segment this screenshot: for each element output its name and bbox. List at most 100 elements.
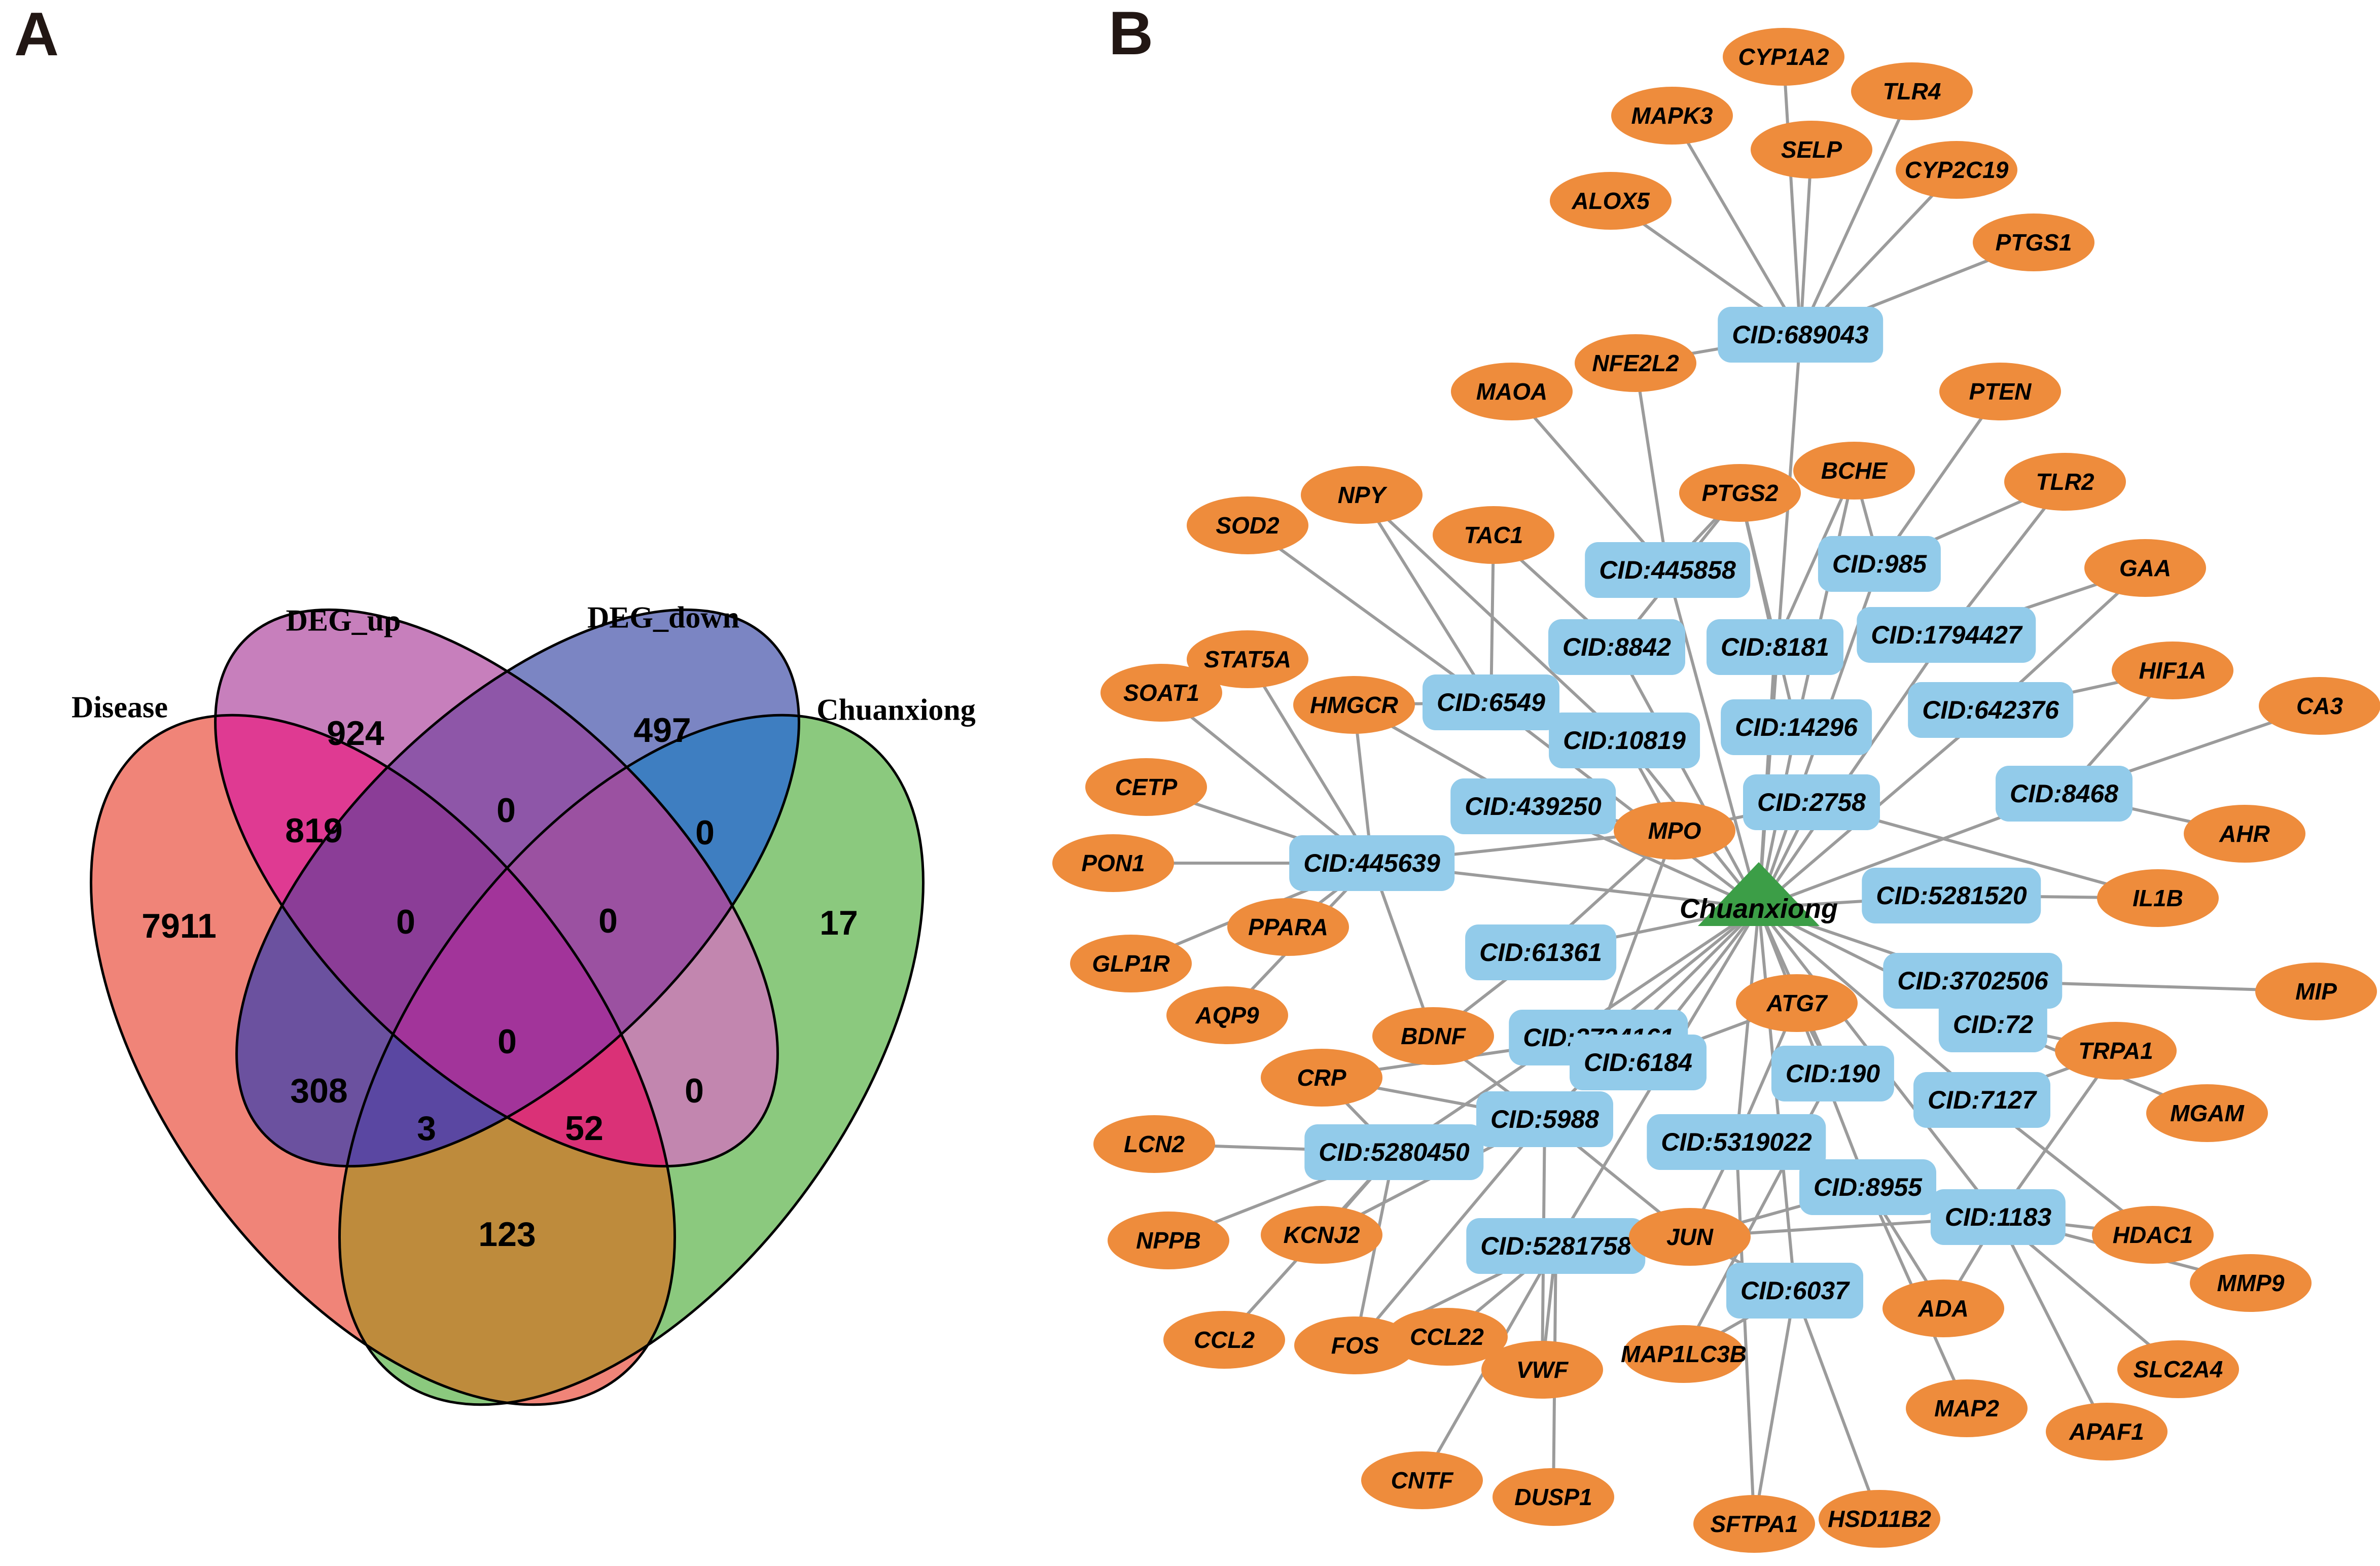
compound-node-CID:6037: CID:6037 <box>1726 1263 1863 1319</box>
gene-label: CCL2 <box>1193 1327 1255 1353</box>
compound-label: CID:5281520 <box>1876 881 2027 910</box>
gene-label: FOS <box>1331 1332 1379 1359</box>
gene-node-PTGS2: PTGS2 <box>1679 464 1801 522</box>
compound-label: CID:7127 <box>1928 1086 2036 1114</box>
compound-node-CID:6549: CID:6549 <box>1423 674 1559 730</box>
gene-label: GAA <box>2119 555 2172 581</box>
venn-annotations: Disease DEG_up DEG_down Chuanxiong 7911 924 49… <box>0 0 1040 1566</box>
edge-CID:689043-CYP1A2 <box>1782 56 1802 335</box>
gene-label: HMGCR <box>1310 692 1398 718</box>
gene-node-BDNF: BDNF <box>1372 1007 1494 1065</box>
gene-label: PTEN <box>1969 378 2032 405</box>
gene-label: DUSP1 <box>1514 1484 1592 1510</box>
gene-node-TLR4: TLR4 <box>1851 62 1973 120</box>
gene-label: PON1 <box>1081 850 1145 876</box>
gene-node-TAC1: TAC1 <box>1433 506 1554 564</box>
compound-label: CID:985 <box>1832 550 1927 578</box>
gene-label: PPARA <box>1248 914 1328 940</box>
gene-label: CCL22 <box>1410 1324 1484 1350</box>
gene-label: AHR <box>2219 821 2270 847</box>
compound-label: CID:10819 <box>1563 726 1686 755</box>
compound-node-CID:8181: CID:8181 <box>1707 619 1843 675</box>
panel-a-label: A <box>14 0 59 68</box>
gene-label: SOD2 <box>1216 512 1280 539</box>
compound-label: CID:689043 <box>1732 321 1869 349</box>
gene-label: LCN2 <box>1123 1131 1185 1157</box>
compound-node-CID:190: CID:190 <box>1771 1046 1895 1101</box>
compound-node-CID:14296: CID:14296 <box>1721 699 1872 755</box>
compound-node-CID:72: CID:72 <box>1938 996 2048 1052</box>
gene-node-HMGCR: HMGCR <box>1293 676 1415 734</box>
gene-label: CNTF <box>1391 1467 1453 1493</box>
gene-node-MIP: MIP <box>2255 963 2377 1020</box>
venn-count-1-2: 0 <box>496 791 516 830</box>
gene-label: BCHE <box>1821 457 1888 484</box>
gene-node-CRP: CRP <box>1261 1049 1382 1107</box>
compound-node-CID:61361: CID:61361 <box>1465 924 1616 980</box>
compound-label: CID:190 <box>1785 1059 1880 1088</box>
compound-node-CID:439250: CID:439250 <box>1450 778 1616 834</box>
gene-label: ALOX5 <box>1572 188 1650 214</box>
gene-label: TRPA1 <box>2078 1038 2153 1064</box>
venn-ellipse-outline-DEG_up <box>214 608 779 1168</box>
gene-node-SLC2A4: SLC2A4 <box>2117 1340 2239 1398</box>
venn-count-0-2: 308 <box>290 1072 348 1110</box>
compound-node-CID:445639: CID:445639 <box>1289 835 1454 891</box>
compound-node-CID:8842: CID:8842 <box>1548 619 1685 675</box>
gene-node-HDAC1: HDAC1 <box>2092 1206 2214 1264</box>
gene-node-PTGS1: PTGS1 <box>1973 213 2094 271</box>
venn-diagram <box>89 608 925 1406</box>
gene-label: NFE2L2 <box>1592 350 1679 376</box>
gene-label: HIF1A <box>2139 657 2207 684</box>
compound-label: CID:1794427 <box>1871 621 2022 649</box>
gene-label: CYP1A2 <box>1738 44 1829 70</box>
gene-node-HIF1A: HIF1A <box>2112 642 2233 699</box>
compound-label: CID:5281758 <box>1480 1232 1631 1260</box>
gene-node-MPO: MPO <box>1614 802 1735 860</box>
compound-label: CID:72 <box>1952 1010 2034 1039</box>
venn-set-label-DEG_up: DEG_up <box>286 603 401 637</box>
edge-CID:10819-NPY <box>1360 493 1626 742</box>
compound-label: CID:14296 <box>1735 713 1858 741</box>
edge-CID:6037-SFTPA1 <box>1753 1290 1796 1524</box>
gene-label: JUN <box>1666 1224 1714 1250</box>
compound-label: CID:6184 <box>1584 1048 1692 1077</box>
compound-label: CID:5319022 <box>1661 1128 1812 1156</box>
compound-label: CID:5988 <box>1490 1105 1599 1133</box>
gene-label: VWF <box>1516 1357 1569 1383</box>
gene-label: AQP9 <box>1195 1002 1259 1028</box>
gene-node-MAP1LC3B: MAP1LC3B <box>1621 1325 1747 1383</box>
gene-label: MMP9 <box>2217 1270 2285 1296</box>
venn-count-0-1: 819 <box>285 811 343 850</box>
compound-label: CID:61361 <box>1479 938 1602 967</box>
gene-label: HSD11B2 <box>1828 1506 1931 1532</box>
edge-CID:1183-APAF1 <box>1997 1216 2108 1433</box>
gene-node-CCL22: CCL22 <box>1386 1308 1508 1366</box>
venn-set-label-Chuanxiong: Chuanxiong <box>816 693 976 727</box>
venn-ellipse-outline-Disease <box>89 714 677 1406</box>
compound-label: CID:445639 <box>1303 849 1440 877</box>
gene-node-TLR2: TLR2 <box>2004 453 2126 511</box>
edge-CID:445858-MAOA <box>1510 390 1669 571</box>
gene-node-MAPK3: MAPK3 <box>1611 87 1733 145</box>
panel-b-label: B <box>1109 0 1154 67</box>
gene-label: TLR4 <box>1882 78 1941 104</box>
edge-hub-CID:5319022 <box>1735 907 1760 1143</box>
compound-label: CID:8181 <box>1721 633 1829 661</box>
gene-node-BCHE: BCHE <box>1793 442 1915 500</box>
compound-label: CID:2758 <box>1757 788 1866 816</box>
edge-CID:985-PTEN <box>1878 390 2002 565</box>
venn-count-0-2-3: 3 <box>417 1109 436 1148</box>
compound-label: CID:8955 <box>1814 1173 1922 1201</box>
hub-label: Chuanxiong <box>1680 894 1838 924</box>
venn-set-label-DEG_down: DEG_down <box>587 600 740 634</box>
gene-label: NPPB <box>1136 1227 1201 1254</box>
compound-node-CID:6184: CID:6184 <box>1570 1035 1707 1090</box>
compound-node-CID:8468: CID:8468 <box>1996 766 2133 822</box>
compound-label: CID:642376 <box>1922 696 2059 724</box>
gene-node-MMP9: MMP9 <box>2190 1254 2312 1312</box>
gene-label: STAT5A <box>1203 646 1292 672</box>
gene-node-AHR: AHR <box>2184 805 2305 863</box>
gene-node-CETP: CETP <box>1085 758 1207 816</box>
compound-node-CID:10819: CID:10819 <box>1549 713 1700 768</box>
